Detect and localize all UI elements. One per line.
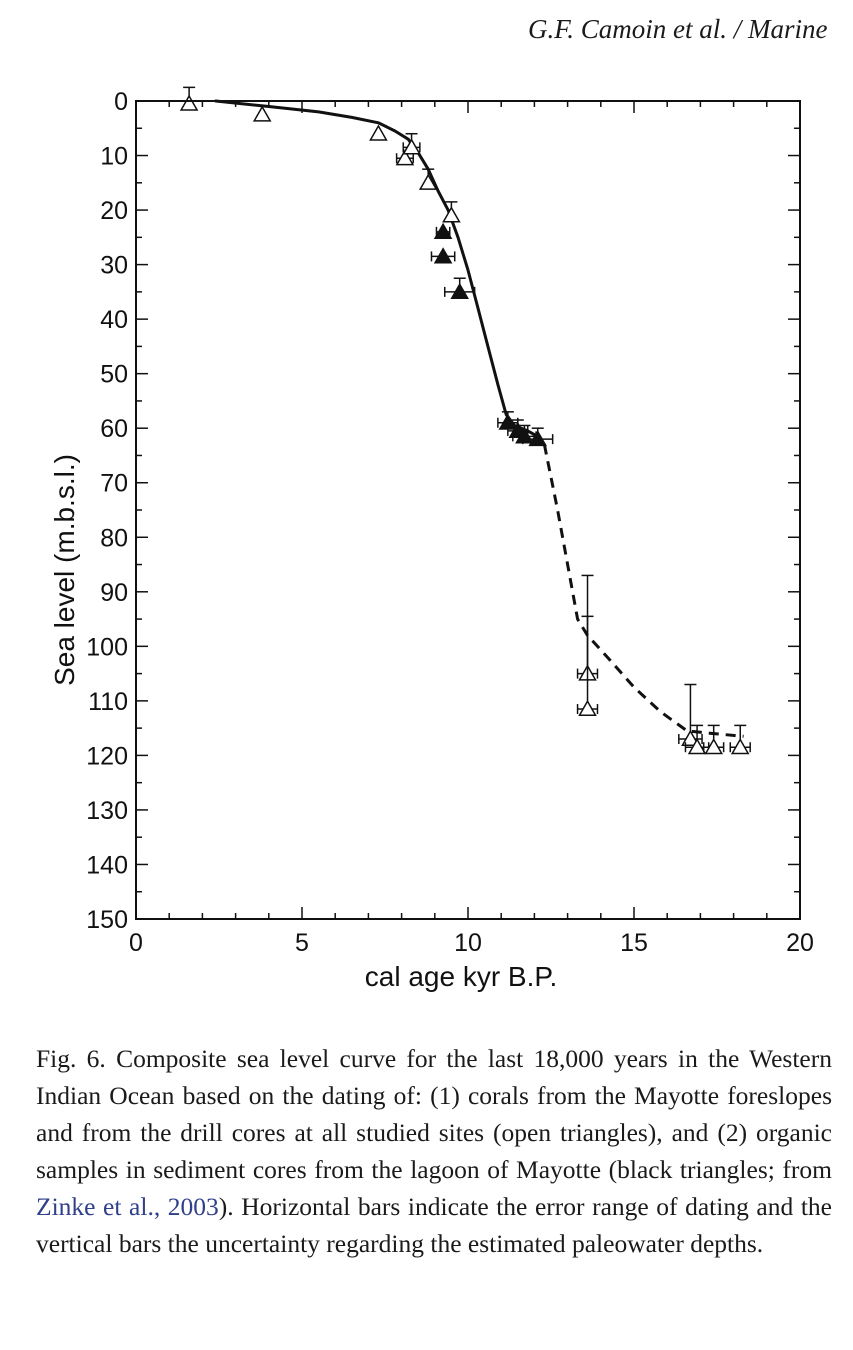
x-tick-label: 5: [295, 929, 309, 957]
solid-sea-level-curve: [214, 99, 546, 447]
x-tick-label: 15: [620, 929, 648, 957]
citation-link[interactable]: Zinke et al., 2003: [36, 1192, 219, 1221]
running-header: G.F. Camoin et al. / Marine: [528, 14, 828, 44]
open-triangle-marker: [369, 124, 388, 141]
open-triangle-point: [402, 132, 421, 155]
caption-text-start: Fig. 6. Composite sea level curve for th…: [36, 1044, 832, 1184]
open-triangle-marker: [687, 737, 707, 755]
open-triangle-point: [729, 724, 751, 755]
open-triangle-marker: [704, 737, 723, 755]
x-tick-label: 20: [786, 929, 814, 957]
sea-level-chart: 0 5 10 15 20 0 10 20 30 40 50 60 70 80 90 100 110 120 130 1…: [49, 86, 814, 992]
filled-triangle-marker: [433, 247, 453, 264]
open-triangle-marker: [402, 138, 421, 155]
y-tick-label: 30: [100, 252, 128, 280]
open-triangle-point: [418, 168, 438, 190]
y-tick-label: 50: [100, 361, 128, 389]
filled-triangle-marker: [450, 282, 469, 299]
open-triangle-point: [252, 105, 272, 122]
y-tick-label: 140: [86, 851, 128, 879]
y-axis-title: Sea level (m.b.s.l.): [49, 454, 80, 686]
filled-triangle-point: [522, 427, 554, 447]
open-triangle-point: [702, 724, 725, 755]
points-layer: [179, 86, 751, 755]
y-tick-label: 10: [100, 143, 128, 171]
filled-triangle-marker: [528, 429, 547, 447]
filled-triangle-point: [430, 247, 456, 264]
open-triangle-point: [179, 86, 199, 111]
x-tick-label: 0: [129, 929, 143, 957]
filled-triangle-marker: [433, 222, 453, 239]
y-tick-label: 70: [100, 470, 128, 498]
open-triangle-marker: [730, 737, 750, 755]
caption-text-end: ). Horizontal bars indicate the error ra…: [36, 1192, 832, 1258]
y-tick-label: 20: [100, 197, 128, 225]
figure-caption: Fig. 6. Composite sea level curve for th…: [36, 1040, 832, 1262]
open-triangle-point: [369, 124, 388, 141]
y-tick-label: 120: [86, 742, 128, 770]
curve-layer: [214, 99, 744, 738]
open-triangle-marker: [395, 149, 415, 166]
open-triangle-point: [678, 683, 703, 747]
y-tick-label: 80: [100, 524, 128, 552]
open-triangle-marker: [578, 699, 597, 717]
open-triangle-point: [576, 615, 599, 717]
y-tick-label: 40: [100, 306, 128, 334]
open-triangle-point: [395, 149, 415, 166]
y-tick-label: 150: [86, 906, 128, 934]
open-triangle-marker: [179, 94, 199, 111]
y-tick-label: 60: [100, 415, 128, 443]
x-tick-label: 10: [454, 929, 482, 957]
open-triangle-marker: [442, 206, 461, 223]
filled-triangle-point: [433, 222, 453, 239]
dashed-sea-level-curve: [542, 444, 744, 738]
y-tick-label: 90: [100, 579, 128, 607]
filled-triangle-point: [444, 277, 476, 299]
y-tick-label: 130: [86, 797, 128, 825]
open-triangle-point: [442, 201, 461, 223]
y-tick-label: 110: [88, 688, 128, 716]
open-triangle-marker: [252, 105, 272, 122]
axes-layer: 0 5 10 15 20 0 10 20 30 40 50 60 70 80 90 100 110 120 130 1…: [86, 88, 814, 957]
x-axis-title: cal age kyr B.P.: [365, 961, 557, 992]
y-tick-label: 0: [114, 88, 128, 116]
y-tick-label: 100: [86, 633, 128, 661]
open-triangle-marker: [418, 173, 438, 190]
plot-frame: [135, 100, 801, 920]
open-triangle-marker: [681, 729, 700, 747]
